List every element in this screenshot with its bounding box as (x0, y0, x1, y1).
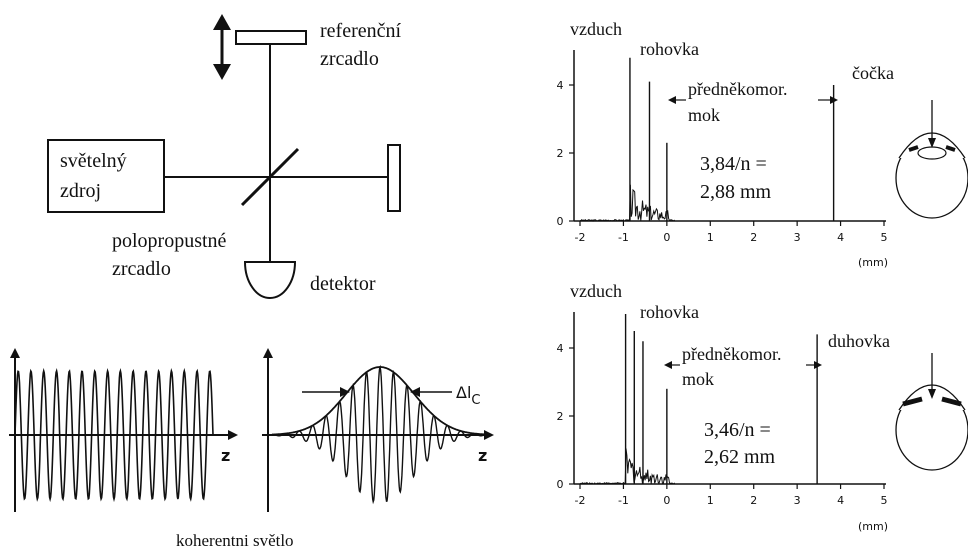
coherence-length-marker (302, 387, 452, 397)
chart-1-annot-cornea: rohovka (640, 39, 699, 59)
x-tick-label: -1 (618, 231, 629, 244)
wave-right-axis-label: z (478, 446, 487, 465)
wave-left-axis-label: z (221, 446, 230, 465)
chart-2-formula-1: 3,46/n = (704, 419, 771, 441)
y-tick-label: 2 (557, 410, 564, 423)
chart-2-noise (579, 448, 676, 485)
chart-2-annot-air: vzduch (570, 281, 622, 301)
chart-1-formula-2: 2,88 mm (700, 181, 772, 203)
chart-1-annot-air: vzduch (570, 19, 622, 39)
coherence-length-label: ΔlC (456, 383, 480, 408)
detector (243, 261, 297, 299)
x-tick-label: 4 (837, 231, 844, 244)
x-tick-label: -1 (618, 494, 629, 507)
chart-1-formula-1: 3,84/n = (700, 153, 767, 175)
chart-1-noise (579, 184, 675, 222)
chart-1-unit: (mm) (858, 256, 888, 269)
light-source-label-2: zdroj (60, 180, 101, 202)
x-tick-label: 0 (663, 231, 670, 244)
chart-2-annot-chamber: předněkomor. (682, 344, 781, 364)
reference-mirror (235, 30, 307, 45)
x-tick-label: -2 (575, 494, 586, 507)
chart-1: -2 -1 0 1 2 3 4 5 0 2 4 (mm) vzduch rohovka předně… (557, 19, 968, 269)
y-tick-label: 0 (557, 478, 564, 491)
x-tick-label: 3 (794, 231, 801, 244)
reference-mirror-label-1: referenční (320, 20, 401, 42)
x-tick-label: 5 (881, 494, 888, 507)
x-tick-label: -2 (575, 231, 586, 244)
chart-2-annot-fluid: mok (682, 369, 714, 389)
chart-2-annot-iris: duhovka (828, 331, 890, 351)
x-tick-label: 1 (707, 494, 714, 507)
y-tick-label: 4 (557, 342, 564, 355)
chart-2-annot-cornea: rohovka (640, 302, 699, 322)
detector-label: detektor (310, 273, 376, 295)
eye-lens-icon (895, 100, 968, 219)
chart-1-chamber-arrows (668, 96, 838, 104)
y-tick-label: 2 (557, 147, 564, 160)
beam-splitter-label-2: zrcadlo (112, 258, 171, 280)
chart-2-unit: (mm) (858, 520, 888, 533)
x-tick-label: 2 (750, 231, 757, 244)
y-tick-label: 0 (557, 215, 564, 228)
x-tick-label: 2 (750, 494, 757, 507)
coherent-wave (14, 367, 214, 503)
chart-2-formula-2: 2,62 mm (704, 446, 776, 468)
chart-1-annot-lens: čočka (852, 63, 894, 83)
x-tick-label: 3 (794, 494, 801, 507)
interferometer-diagram: referenční zrcadlo světelný zdroj polopr… (47, 14, 401, 299)
chart-2: -2 -1 0 1 2 3 4 5 0 2 4 (mm) vzduch rohovka předně… (557, 281, 968, 533)
x-tick-label: 1 (707, 231, 714, 244)
wave-left-panel: z (9, 348, 238, 512)
waves-caption: koherentni světlo (176, 531, 294, 550)
chart-2-chamber-arrows (664, 361, 822, 369)
eye-iris-icon (895, 353, 968, 471)
double-arrow-icon (213, 14, 231, 80)
beam-splitter-label-1: polopropustné (112, 230, 227, 252)
chart-1-annot-fluid: mok (688, 105, 720, 125)
reference-mirror-label-2: zrcadlo (320, 48, 379, 70)
beam-splitter (240, 147, 300, 207)
x-tick-label: 0 (663, 494, 670, 507)
side-mirror (387, 144, 401, 212)
wave-right-panel: ΔlC z (262, 348, 494, 512)
x-tick-label: 4 (837, 494, 844, 507)
wave-packet (272, 364, 485, 505)
light-source-box (47, 139, 165, 213)
y-tick-label: 4 (557, 79, 564, 92)
light-source-label-1: světelný (60, 150, 127, 172)
chart-1-annot-chamber: předněkomor. (688, 79, 787, 99)
x-tick-label: 5 (881, 231, 888, 244)
